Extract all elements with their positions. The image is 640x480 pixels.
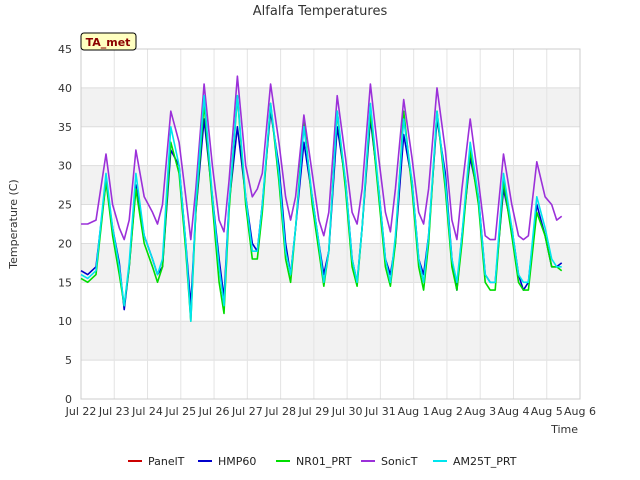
x-tick-label: Jul 22 — [65, 405, 97, 418]
plot-band — [81, 126, 580, 166]
x-tick-label: Aug 6 — [564, 405, 596, 418]
x-tick-label: Jul 28 — [264, 405, 296, 418]
ta-met-badge: TA_met — [80, 32, 137, 51]
plot-band — [81, 87, 580, 127]
legend-label: HMP60 — [218, 455, 256, 468]
chart-title: Alfalfa Temperatures — [253, 4, 388, 19]
series-line-sonict — [81, 75, 563, 241]
y-tick-label: 0 — [65, 393, 72, 406]
y-tick-label: 40 — [58, 82, 72, 95]
svg-text:TA_met: TA_met — [86, 36, 131, 49]
legend: PanelT HMP60 NR01_PRT SonicT AM25T_PRT — [128, 455, 517, 468]
x-tick-label: Jul 31 — [364, 405, 396, 418]
x-tick-label: Aug 1 — [398, 405, 430, 418]
legend-label: SonicT — [381, 455, 418, 468]
x-tick-label: Jul 30 — [331, 405, 363, 418]
y-tick-label: 45 — [58, 43, 72, 56]
x-ticks: Jul 22 Jul 23 Jul 24 Jul 25 Jul 26 Jul 27 Jul … — [65, 405, 596, 418]
x-tick-label: Jul 27 — [231, 405, 263, 418]
plot-band — [81, 360, 580, 399]
x-tick-label: Jul 26 — [198, 405, 230, 418]
series-layer — [80, 75, 563, 323]
plot-band — [81, 321, 580, 361]
plot-band — [81, 49, 580, 88]
legend-label: NR01_PRT — [296, 455, 352, 468]
x-tick-label: Jul 24 — [131, 405, 163, 418]
y-axis-label: Temperature (C) — [7, 179, 20, 269]
x-tick-label: Aug 5 — [531, 405, 563, 418]
y-tick-label: 30 — [58, 160, 72, 173]
x-tick-label: Jul 23 — [98, 405, 130, 418]
y-tick-label: 25 — [58, 199, 72, 212]
series-line-nr01_prt — [80, 94, 563, 323]
y-tick-label: 10 — [58, 315, 72, 328]
x-tick-label: Aug 3 — [464, 405, 496, 418]
y-tick-label: 15 — [58, 276, 72, 289]
y-ticks: 0 5 10 15 20 25 30 35 40 45 — [58, 43, 72, 406]
y-tick-label: 35 — [58, 121, 72, 134]
y-tick-label: 20 — [58, 237, 72, 250]
x-tick-label: Jul 29 — [297, 405, 329, 418]
series-line-am25t_prt — [80, 94, 562, 323]
x-tick-label: Jul 25 — [164, 405, 196, 418]
x-tick-label: Aug 4 — [497, 405, 529, 418]
x-tick-label: Aug 2 — [431, 405, 463, 418]
y-tick-label: 5 — [65, 354, 72, 367]
plot-band — [81, 282, 580, 322]
legend-label: AM25T_PRT — [453, 455, 517, 468]
x-axis-label: Time — [550, 423, 578, 436]
legend-label: PanelT — [148, 455, 185, 468]
